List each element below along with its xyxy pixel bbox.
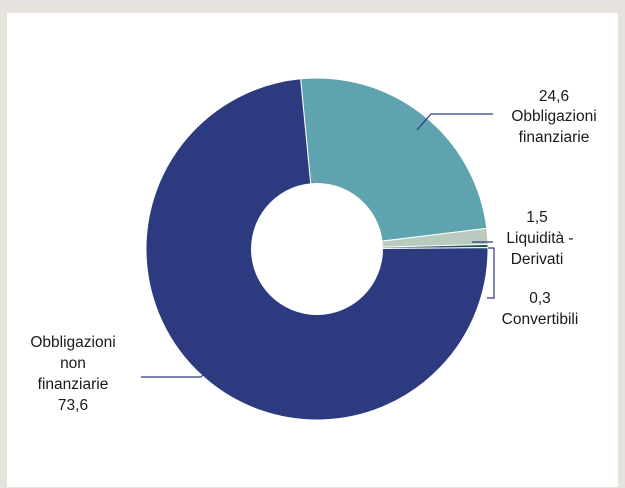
value-label-obbligazioni-finanziarie: 24,6 bbox=[539, 88, 569, 105]
slice-label-liquidita-derivati-line2: Derivati bbox=[511, 251, 564, 268]
value-label-convertibili: 0,3 bbox=[529, 290, 551, 307]
leader-obbligazioni-non-finanziarie bbox=[141, 361, 216, 378]
slice-label-obbligazioni-non-finanziarie-line3: finanziarie bbox=[38, 376, 109, 393]
slice-label-convertibili-line1: Convertibili bbox=[502, 311, 579, 328]
value-label-liquidita-derivati: 1,5 bbox=[526, 209, 548, 226]
slice-label-obbligazioni-finanziarie-line1: Obbligazioni bbox=[511, 108, 596, 125]
slice-label-obbligazioni-finanziarie-line2: finanziarie bbox=[519, 129, 590, 146]
slice-label-obbligazioni-non-finanziarie-line2: non bbox=[60, 355, 86, 372]
chart-card: 24,6 Obbligazioni finanziarie 1,5 Liquid… bbox=[7, 13, 618, 487]
leader-lines bbox=[141, 113, 495, 378]
slice-label-liquidita-derivati-line1: Liquidità - bbox=[506, 230, 573, 247]
value-label-obbligazioni-non-finanziarie: 73,6 bbox=[58, 397, 88, 414]
leader-obbligazioni-finanziarie bbox=[416, 113, 493, 131]
leader-convertibili bbox=[487, 247, 495, 299]
donut-chart: 24,6 Obbligazioni finanziarie 1,5 Liquid… bbox=[30, 77, 597, 421]
donut-hole bbox=[251, 183, 383, 315]
slice-label-obbligazioni-non-finanziarie-line1: Obbligazioni bbox=[30, 334, 115, 351]
